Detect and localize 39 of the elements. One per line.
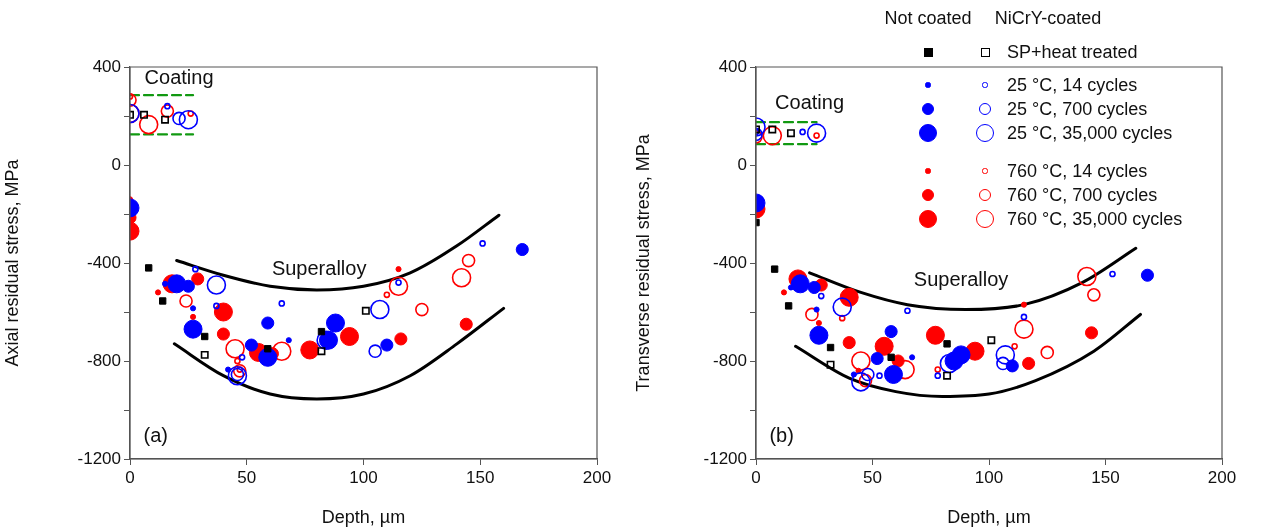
x-tick-label: 150 [466,467,495,487]
annotation: Coating [144,65,214,88]
annotation: Coating [775,90,845,113]
legend-label: 760 °C, 700 cycles [1003,183,1162,207]
x-tick-label: 0 [751,467,761,487]
legend-label: 25 °C, 14 cycles [1003,73,1142,97]
y-tick-label: -800 [86,350,121,370]
y-tick-label: 400 [92,56,121,76]
legend-label: 760 °C, 14 cycles [1003,159,1152,183]
y-tick-label: -1200 [703,448,747,468]
y-tick-label: 400 [718,56,747,76]
text: Not coated [884,8,972,28]
annotation: (b) [769,424,794,447]
x-tick-label: 0 [125,467,135,487]
legend-label: SP+heat treated [1003,40,1142,64]
x-tick-label: 50 [237,467,257,487]
legend-label: 25 °C, 35,000 cycles [1003,121,1177,145]
y-axis-title: Transverse residual stress, MPa [632,133,653,392]
x-axis-title: Depth, µm [947,507,1031,528]
annotation: (a) [143,424,168,447]
x-tick-label: 200 [1207,467,1237,487]
y-tick-label: -400 [86,252,121,272]
y-axis-title: Axial residual stress, MPa [1,158,22,367]
y-tick-label: 0 [111,154,121,174]
x-tick-label: 100 [974,467,1004,487]
x-axis-title: Depth, µm [321,507,406,528]
annotation: Superalloy [913,267,1009,290]
y-tick-label: -400 [712,252,747,272]
x-tick-label: 150 [1091,467,1120,487]
x-tick-label: 100 [349,467,378,487]
y-tick-label: -800 [712,350,747,370]
y-tick-label: 0 [737,154,747,174]
y-tick-label: -1200 [77,448,121,468]
x-tick-label: 50 [863,467,882,487]
text: NiCrY-coated [994,8,1102,28]
x-tick-label: 200 [582,467,612,487]
annotation: Superalloy [271,256,367,279]
legend-label: 760 °C, 35,000 cycles [1003,207,1187,231]
legend-label: 25 °C, 700 cycles [1003,97,1152,121]
